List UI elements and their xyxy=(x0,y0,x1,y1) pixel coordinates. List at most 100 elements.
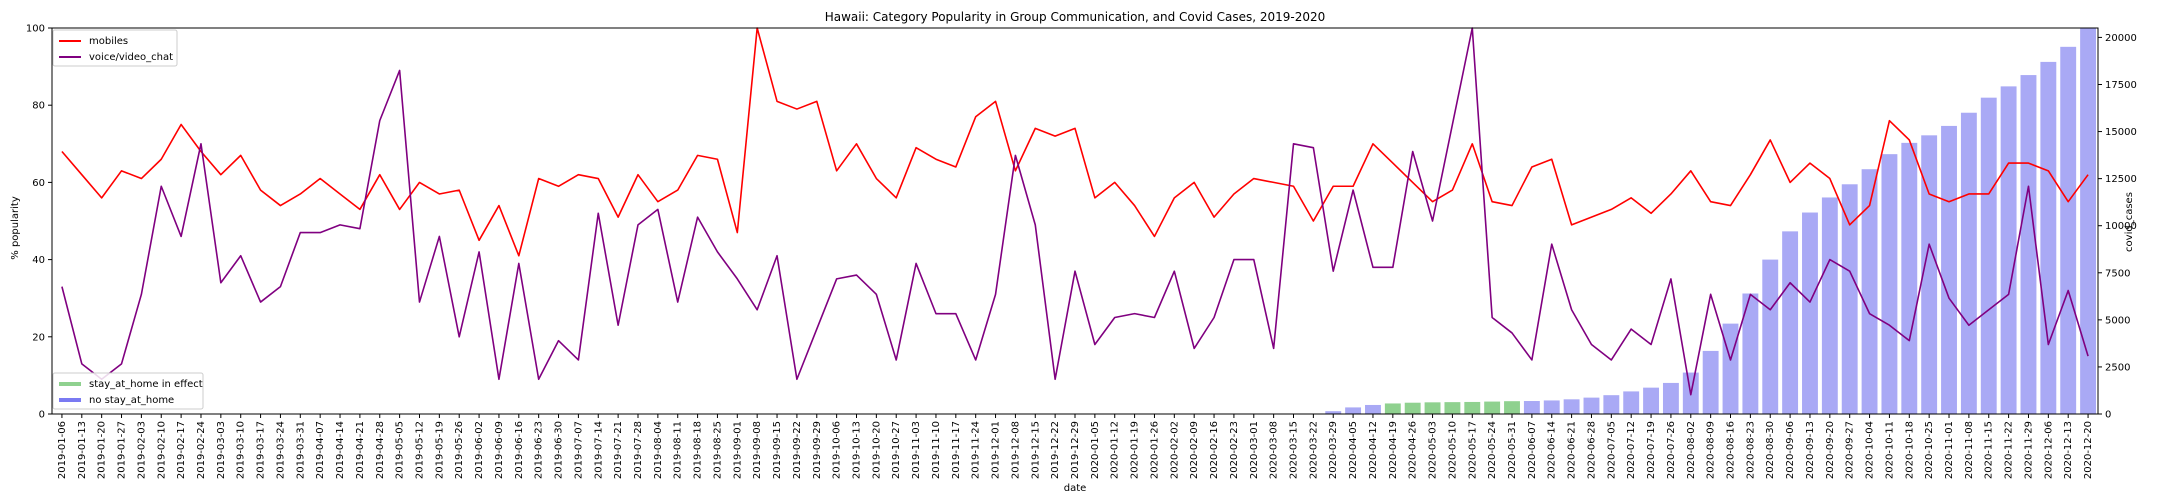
x-tick-label: 2019-02-10 xyxy=(156,421,167,479)
covid-cases-bar xyxy=(1662,382,1679,414)
x-tick-label: 2020-06-14 xyxy=(1547,421,1558,479)
x-tick-label: 2019-04-28 xyxy=(375,421,386,479)
covid-cases-bar xyxy=(2060,46,2077,414)
x-tick-label: 2019-09-15 xyxy=(772,421,783,479)
legend-label-stay-at-home: stay_at_home in effect xyxy=(89,379,203,390)
x-tick-label: 2020-09-06 xyxy=(1785,421,1796,479)
x-tick-label: 2019-02-17 xyxy=(176,421,187,479)
x-tick-label: 2019-03-17 xyxy=(256,421,267,479)
chart-title: Hawaii: Category Popularity in Group Com… xyxy=(825,10,1326,24)
y-tick-label: 20 xyxy=(32,332,45,343)
x-tick-label: 2019-12-29 xyxy=(1070,421,1081,479)
x-tick-label: 2019-11-24 xyxy=(971,421,982,479)
series-line-voice-video-chat xyxy=(61,27,2089,396)
x-tick-label: 2019-06-30 xyxy=(554,421,565,479)
legend-lines-box xyxy=(52,29,178,67)
x-tick-label: 2020-05-17 xyxy=(1467,421,1478,479)
x-tick-label: 2019-07-21 xyxy=(613,421,624,479)
legend-label-mobiles: mobiles xyxy=(89,36,128,47)
x-tick-label: 2020-08-02 xyxy=(1686,421,1697,479)
x-tick-label: 2020-11-22 xyxy=(2004,421,2015,479)
x-tick-label: 2020-04-19 xyxy=(1388,421,1399,479)
x-tick-label: 2019-09-22 xyxy=(792,421,803,479)
covid-cases-bar xyxy=(1424,402,1441,414)
covid-cases-bar xyxy=(1523,401,1540,414)
y2-tick-label: 2500 xyxy=(2105,362,2130,373)
x-tick-label: 2019-03-31 xyxy=(295,421,306,479)
covid-cases-bar xyxy=(1782,231,1799,414)
x-tick-label: 2019-04-14 xyxy=(335,421,346,479)
x-tick-label: 2020-01-26 xyxy=(1149,421,1160,479)
x-tick-label: 2020-05-10 xyxy=(1447,421,1458,479)
y2-tick-label: 5000 xyxy=(2105,315,2130,326)
covid-cases-bar xyxy=(2040,61,2057,415)
x-tick-label: 2019-08-18 xyxy=(693,421,704,479)
x-tick-label: 2019-07-14 xyxy=(593,421,604,479)
x-tick-label: 2020-09-27 xyxy=(1845,421,1856,479)
covid-cases-bar xyxy=(2020,75,2037,414)
y-tick-label: 0 xyxy=(39,410,45,421)
x-tick-label: 2019-06-02 xyxy=(474,421,485,479)
x-axis-title: date xyxy=(1064,483,1087,494)
covid-cases-bar xyxy=(1960,112,1977,415)
y2-tick-label: 17500 xyxy=(2105,80,2137,91)
x-tick-label: 2020-10-18 xyxy=(1904,421,1915,479)
covid-cases-bar xyxy=(1484,401,1501,414)
x-tick-label: 2020-11-01 xyxy=(1944,421,1955,479)
x-tick-label: 2019-10-06 xyxy=(832,421,843,479)
covid-cases-bar xyxy=(1504,401,1520,414)
covid-cases-bar xyxy=(1861,169,1878,414)
x-tick-label: 2020-07-12 xyxy=(1626,421,1637,479)
covid-cases-bar xyxy=(1603,395,1620,414)
x-tick-label: 2020-03-01 xyxy=(1249,421,1260,479)
x-tick-label: 2020-02-02 xyxy=(1169,421,1180,479)
y2-tick-label: 15000 xyxy=(2105,127,2137,138)
x-tick-label: 2020-09-20 xyxy=(1825,421,1836,479)
legend-bars-box xyxy=(52,372,204,410)
x-tick-label: 2019-08-25 xyxy=(712,421,723,479)
covid-cases-bar xyxy=(1881,154,1898,414)
covid-cases-bar xyxy=(1583,397,1600,414)
x-tick-label: 2019-07-28 xyxy=(633,421,644,479)
covid-cases-bar xyxy=(1384,403,1401,414)
covid-cases-bar xyxy=(1702,350,1719,414)
covid-cases-bar xyxy=(1762,259,1779,414)
covid-cases-bar xyxy=(1742,293,1759,414)
covid-cases-bar xyxy=(1901,142,1918,415)
x-tick-label: 2019-06-16 xyxy=(514,421,525,479)
covid-cases-bar xyxy=(1623,391,1640,414)
x-tick-label: 2019-03-10 xyxy=(236,421,247,479)
bars-layer xyxy=(1325,28,2097,415)
x-tick-label: 2020-05-03 xyxy=(1428,421,1439,479)
x-tick-label: 2019-08-04 xyxy=(653,421,664,479)
y-tick-label: 60 xyxy=(32,178,45,189)
covid-cases-bar xyxy=(1543,400,1560,414)
covid-cases-bar xyxy=(1941,125,1957,414)
x-tick-label: 2019-10-13 xyxy=(851,421,862,479)
x-tick-label: 2020-11-29 xyxy=(2023,421,2034,479)
x-tick-label: 2019-11-17 xyxy=(951,421,962,479)
x-tick-label: 2019-12-15 xyxy=(1030,421,1041,479)
x-tick-label: 2019-09-08 xyxy=(752,421,763,479)
x-tick-label: 2020-07-05 xyxy=(1606,421,1617,479)
x-tick-label: 2019-09-01 xyxy=(732,421,743,479)
axes-layer: 0 20 40 60 80 100 0 2500 5000 7500 10000 12500 15000… xyxy=(26,24,2137,480)
covid-cases-bar xyxy=(1841,184,1858,414)
x-tick-label: 2020-06-28 xyxy=(1586,421,1597,479)
series-line-mobiles xyxy=(61,27,2089,257)
x-tick-label: 2020-05-31 xyxy=(1507,421,1518,479)
x-tick-label: 2019-01-13 xyxy=(77,421,88,479)
x-tick-label: 2019-10-27 xyxy=(891,421,902,479)
y-tick-label: 80 xyxy=(32,101,45,112)
x-tick-label: 2020-08-30 xyxy=(1765,421,1776,479)
x-tick-label: 2019-12-08 xyxy=(1010,421,1021,479)
x-tick-label: 2019-11-03 xyxy=(911,421,922,479)
x-tick-label: 2019-10-20 xyxy=(871,421,882,479)
y-axis-title: % popularity xyxy=(10,196,21,260)
x-tick-label: 2019-05-12 xyxy=(414,421,425,479)
x-tick-label: 2019-04-21 xyxy=(355,421,366,479)
x-tick-label: 2019-04-07 xyxy=(315,421,326,479)
